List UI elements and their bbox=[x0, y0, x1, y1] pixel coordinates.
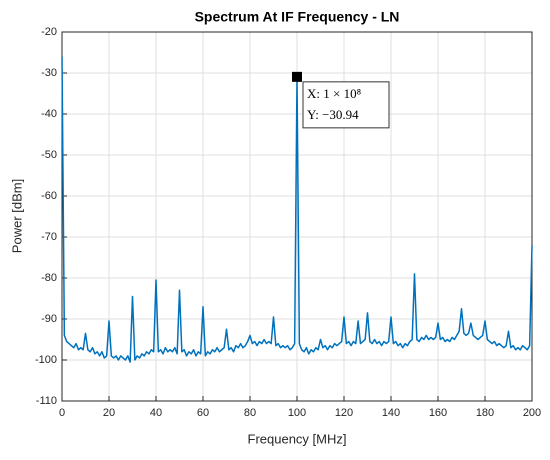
y-tick-label: -20 bbox=[41, 26, 57, 38]
axes-box bbox=[61, 31, 533, 402]
x-axis-label: Frequency [MHz] bbox=[248, 431, 347, 446]
y-tick-label: -70 bbox=[41, 231, 57, 243]
y-tick-label: -110 bbox=[36, 395, 57, 407]
x-tick-label: 60 bbox=[197, 407, 209, 419]
x-tick-label: 200 bbox=[523, 407, 541, 419]
chart-title: Spectrum At IF Frequency - LN bbox=[195, 9, 400, 25]
y-tick-label: -40 bbox=[41, 108, 57, 120]
x-tick-label: 140 bbox=[382, 407, 400, 419]
y-tick-label: -30 bbox=[41, 67, 57, 79]
x-tick-label: 20 bbox=[103, 407, 115, 419]
datatip-box bbox=[302, 81, 390, 129]
x-tick-label: 160 bbox=[429, 407, 447, 419]
y-tick-label: -60 bbox=[41, 190, 57, 202]
x-tick-label: 100 bbox=[288, 407, 306, 419]
datatip-x: X: 1 × 10⁸ bbox=[307, 86, 362, 101]
x-tick-label: 80 bbox=[244, 407, 256, 419]
x-tick-label: 120 bbox=[335, 407, 353, 419]
datatip-y: Y: −30.94 bbox=[307, 107, 359, 122]
y-axis-label: Power [dBm] bbox=[9, 179, 24, 253]
y-tick-label: -50 bbox=[41, 149, 57, 161]
x-tick-label: 40 bbox=[150, 407, 162, 419]
x-tick-label: 180 bbox=[476, 407, 494, 419]
datatip-marker bbox=[292, 71, 302, 82]
y-tick-label: -100 bbox=[35, 354, 57, 366]
x-tick-label: 0 bbox=[59, 407, 65, 419]
y-tick-label: -80 bbox=[41, 272, 57, 284]
y-tick-label: -90 bbox=[41, 313, 57, 325]
